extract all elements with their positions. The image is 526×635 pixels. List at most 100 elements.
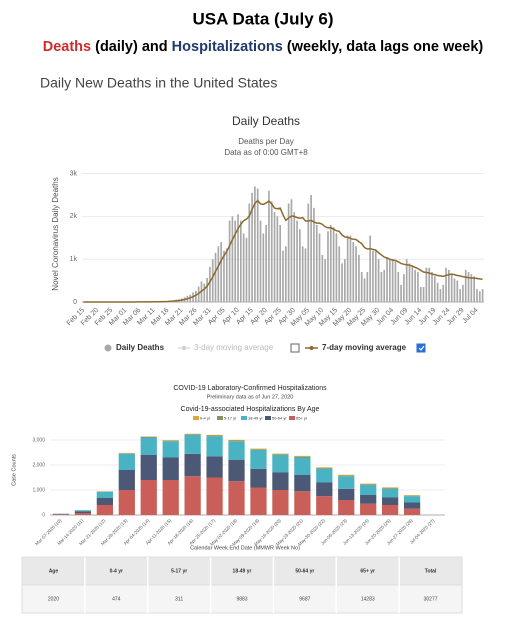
bar bbox=[386, 257, 388, 302]
bar bbox=[440, 289, 442, 302]
bar bbox=[305, 248, 307, 302]
bar-segment bbox=[141, 455, 157, 480]
bar bbox=[403, 274, 405, 302]
y-tick-label: 2,000 bbox=[32, 462, 45, 468]
bar bbox=[262, 234, 264, 303]
bar-segment bbox=[119, 470, 135, 490]
bar bbox=[195, 291, 197, 302]
bar-segment bbox=[206, 435, 222, 436]
bar-segment bbox=[404, 509, 420, 515]
bar bbox=[232, 216, 234, 302]
bar bbox=[462, 285, 464, 302]
bar bbox=[209, 267, 211, 302]
bar bbox=[431, 272, 433, 302]
bar-segment bbox=[228, 440, 244, 441]
bar-segment bbox=[294, 458, 310, 476]
bar-segment bbox=[97, 498, 113, 505]
bar bbox=[451, 274, 453, 302]
bar bbox=[206, 278, 208, 302]
legend-marker bbox=[182, 346, 186, 350]
bar bbox=[338, 246, 340, 302]
bar bbox=[414, 270, 416, 302]
bar-segment bbox=[338, 500, 354, 515]
bar bbox=[291, 199, 293, 302]
table-header-cell: 50-64 yr bbox=[295, 568, 314, 574]
bar-segment bbox=[360, 484, 376, 485]
bar bbox=[217, 246, 219, 302]
bar bbox=[456, 281, 458, 302]
bar-segment bbox=[338, 475, 354, 476]
x-tick-label: Jul 04 bbox=[462, 307, 480, 325]
bar-segment bbox=[185, 434, 201, 435]
bar-segment bbox=[250, 449, 266, 450]
bar bbox=[302, 246, 304, 302]
bar bbox=[316, 225, 318, 302]
bar bbox=[406, 259, 408, 302]
bar-segment bbox=[294, 456, 310, 457]
bar bbox=[468, 272, 470, 302]
chart-title: Daily Deaths bbox=[232, 114, 300, 128]
legend-checkbox[interactable] bbox=[291, 344, 299, 352]
bar-segment bbox=[294, 457, 310, 458]
bar-segment bbox=[382, 488, 398, 489]
page-title: USA Data (July 6) bbox=[192, 9, 333, 28]
bar-segment bbox=[185, 434, 201, 435]
chart-note: Data as of 0:00 GMT+8 bbox=[224, 148, 308, 157]
bar bbox=[322, 255, 324, 302]
bar bbox=[277, 216, 279, 302]
bar-segment bbox=[141, 438, 157, 456]
bar-segment bbox=[119, 453, 135, 454]
bar-segment bbox=[316, 468, 332, 469]
bar bbox=[220, 242, 222, 302]
legend-label-inactive: 3-day moving average bbox=[194, 343, 274, 352]
bar bbox=[442, 285, 444, 302]
bar bbox=[355, 246, 357, 302]
bar bbox=[454, 278, 456, 302]
bar-segment bbox=[206, 436, 222, 456]
legend-label: 18-49 yr bbox=[248, 416, 263, 421]
table-cell: 30277 bbox=[424, 596, 438, 602]
table-cell: 311 bbox=[175, 596, 183, 602]
bar bbox=[350, 236, 352, 302]
bar bbox=[229, 221, 231, 302]
bar bbox=[212, 259, 214, 302]
legend-label: Daily Deaths bbox=[116, 343, 165, 352]
bar bbox=[352, 242, 354, 302]
bar bbox=[482, 289, 484, 302]
bar bbox=[445, 268, 447, 302]
bar-segment bbox=[206, 456, 222, 477]
bar-segment bbox=[75, 513, 91, 515]
bar-segment bbox=[382, 498, 398, 506]
subtitle-hosp: Hospitalizations bbox=[172, 39, 283, 55]
bar-segment bbox=[338, 489, 354, 500]
bar bbox=[293, 212, 295, 302]
bar bbox=[411, 266, 413, 302]
table-cell: 14283 bbox=[361, 596, 375, 602]
bar bbox=[330, 225, 332, 302]
bar-segment bbox=[250, 469, 266, 488]
bar bbox=[246, 238, 248, 302]
y-tick-label: 3,000 bbox=[32, 437, 45, 443]
bar-segment bbox=[360, 504, 376, 515]
bar bbox=[395, 261, 397, 302]
bar-segment bbox=[163, 441, 179, 442]
table-header-cell: 0-4 yr bbox=[110, 568, 123, 574]
bar bbox=[307, 204, 309, 302]
bar bbox=[310, 195, 312, 302]
y-axis-label: Case Counts bbox=[11, 454, 17, 486]
bar bbox=[417, 272, 419, 302]
bar-segment bbox=[97, 492, 113, 498]
table-header-cell: Total bbox=[425, 568, 437, 574]
bar-segment bbox=[316, 496, 332, 515]
bar-segment bbox=[404, 503, 420, 509]
subtitle-text: (daily) and bbox=[91, 39, 172, 55]
table-header-cell: Age bbox=[49, 568, 59, 574]
legend-label: 65+ yr bbox=[296, 416, 308, 421]
chart-subtitle: Deaths per Day bbox=[238, 137, 294, 146]
bar bbox=[476, 289, 478, 302]
table-header-cell: 65+ yr bbox=[360, 568, 375, 574]
bar bbox=[420, 287, 422, 302]
bar-segment bbox=[272, 490, 288, 515]
bar-segment bbox=[185, 476, 201, 515]
